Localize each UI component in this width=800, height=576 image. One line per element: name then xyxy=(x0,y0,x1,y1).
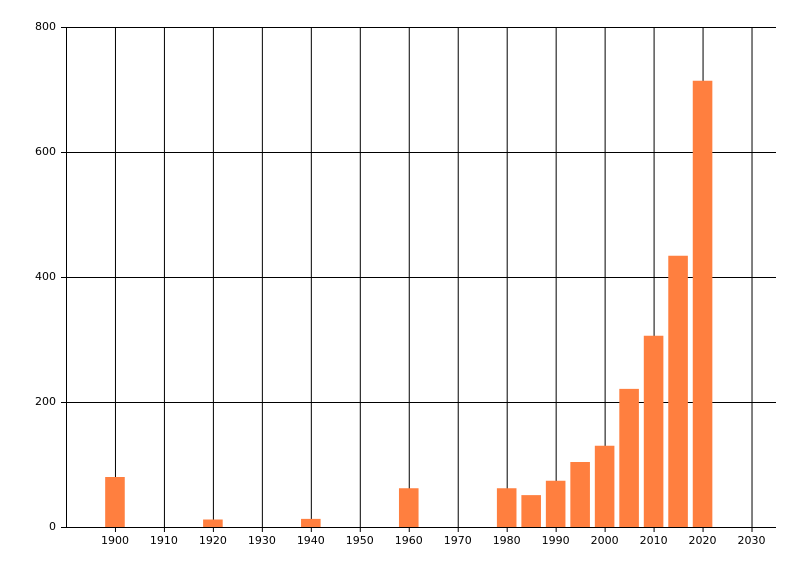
bar xyxy=(301,518,321,527)
x-tick-label: 1950 xyxy=(346,534,374,547)
bar xyxy=(203,519,223,527)
bar xyxy=(643,335,664,527)
bar xyxy=(545,480,566,527)
bar xyxy=(105,477,125,527)
bar xyxy=(692,80,713,527)
x-tick-label: 1900 xyxy=(101,534,129,547)
x-tick-label: 1970 xyxy=(444,534,472,547)
x-tick-label: 1930 xyxy=(248,534,276,547)
y-tick-label: 400 xyxy=(35,270,56,283)
x-tick-label: 1980 xyxy=(493,534,521,547)
y-tick-label: 0 xyxy=(49,520,56,533)
x-tick-label: 1990 xyxy=(542,534,570,547)
bar xyxy=(398,488,419,527)
x-tick-label: 2010 xyxy=(640,534,668,547)
bar xyxy=(619,388,639,527)
x-tick-label: 2030 xyxy=(738,534,766,547)
x-tick-label: 1960 xyxy=(395,534,423,547)
x-tick-label: 1920 xyxy=(199,534,227,547)
bar xyxy=(668,255,688,527)
bar xyxy=(521,495,541,527)
y-tick-label: 200 xyxy=(35,395,56,408)
x-tick-label: 2020 xyxy=(689,534,717,547)
x-tick-label: 1910 xyxy=(150,534,178,547)
x-tick-label: 2000 xyxy=(591,534,619,547)
bar xyxy=(570,462,590,527)
x-tick-label: 1940 xyxy=(297,534,325,547)
bar xyxy=(496,488,517,527)
y-tick-label: 800 xyxy=(35,20,56,33)
bar xyxy=(594,445,615,527)
y-tick-label: 600 xyxy=(35,145,56,158)
